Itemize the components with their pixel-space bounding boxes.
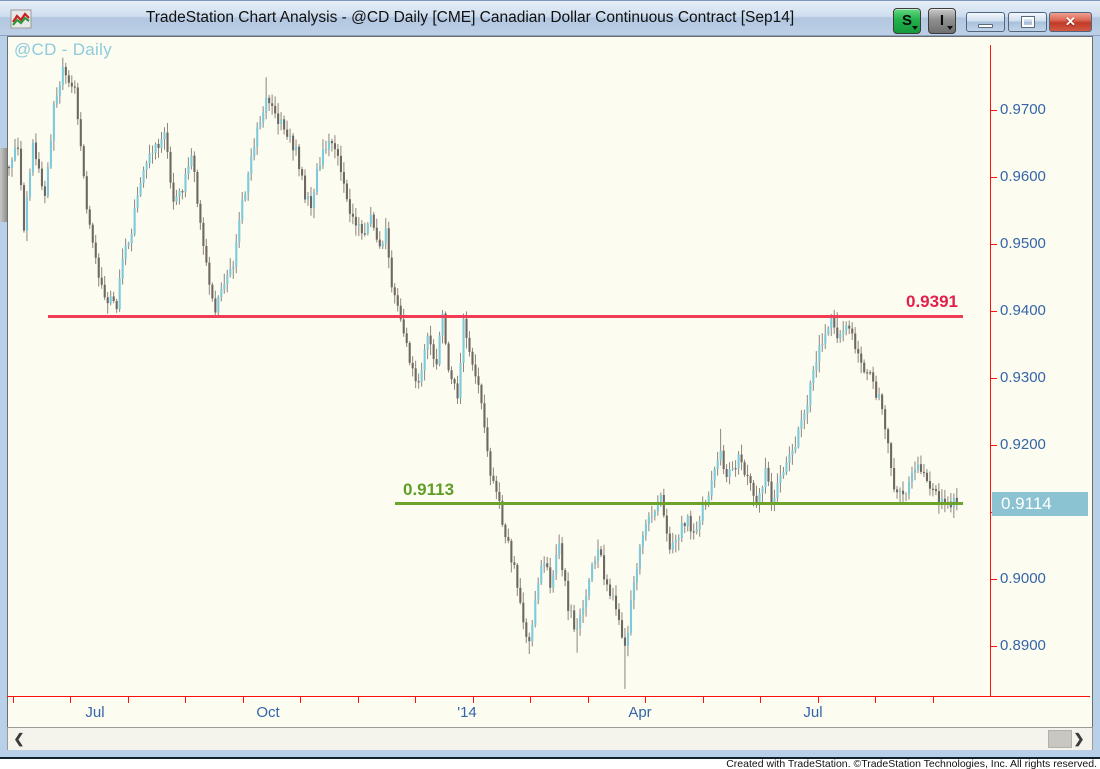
time-tick [645, 697, 646, 703]
price-tick-label: 0.9400 [1000, 302, 1046, 319]
price-tick [991, 311, 997, 312]
time-tick [933, 697, 934, 703]
time-tick [185, 697, 186, 703]
time-tick [703, 697, 704, 703]
time-tick [818, 697, 819, 703]
scrollbar-thumb[interactable] [1048, 730, 1072, 748]
time-tick [300, 697, 301, 703]
time-tick [473, 697, 474, 703]
window-border-bottom [0, 750, 1100, 757]
price-tick-label: 0.9600 [1000, 168, 1046, 185]
maximize-icon [1021, 16, 1035, 28]
price-tick-label: 0.9200 [1000, 436, 1046, 453]
scroll-right-arrow-icon[interactable]: ❯ [1073, 731, 1085, 746]
time-axis-line[interactable] [7, 696, 1090, 697]
price-tick-label: 0.9700 [1000, 101, 1046, 118]
scroll-left-arrow-icon[interactable]: ❮ [13, 731, 25, 746]
price-tick [991, 445, 997, 446]
minimize-icon [978, 24, 993, 28]
title-bar[interactable]: TradeStation Chart Analysis - @CD Daily … [0, 0, 1100, 36]
candlestick-series [8, 57, 958, 689]
price-tick-label: 0.8900 [1000, 637, 1046, 654]
time-tick [530, 697, 531, 703]
symbol-label: @CD - Daily [14, 40, 113, 59]
time-tick [128, 697, 129, 703]
support-trendline[interactable] [395, 502, 963, 505]
time-tick [875, 697, 876, 703]
separator-line [0, 757, 1100, 759]
window-border-right [1093, 36, 1100, 756]
time-tick-label: '14 [457, 704, 477, 721]
last-price-badge: 0.9114 [992, 492, 1088, 516]
close-icon: ✕ [1065, 14, 1076, 29]
maximize-button[interactable] [1008, 12, 1047, 32]
window-border-notch [0, 148, 7, 222]
chart-panel[interactable] [7, 36, 1093, 727]
close-button[interactable]: ✕ [1049, 12, 1092, 32]
price-tick [991, 244, 997, 245]
time-tick [70, 697, 71, 703]
price-tick-label: 0.9300 [1000, 369, 1046, 386]
price-tick-label: 0.9000 [1000, 570, 1046, 587]
price-axis-line[interactable] [990, 45, 991, 697]
time-tick [358, 697, 359, 703]
price-tick [991, 177, 997, 178]
interval-button-label: I [939, 12, 945, 29]
time-tick [588, 697, 589, 703]
price-tick-label: 0.9500 [1000, 235, 1046, 252]
resistance-price-label: 0.9391 [906, 292, 958, 311]
style-button[interactable]: S [893, 8, 921, 34]
window-title: TradeStation Chart Analysis - @CD Daily … [145, 9, 795, 26]
chevron-down-icon [912, 26, 918, 30]
time-tick [415, 697, 416, 703]
support-price-label: 0.9113 [403, 480, 455, 499]
price-tick [991, 646, 997, 647]
time-tick [13, 697, 14, 703]
window-border-left [0, 36, 7, 756]
minimize-button[interactable] [966, 12, 1005, 32]
credit-text: Created with TradeStation. ©TradeStation… [0, 759, 1100, 769]
time-tick-label: Oct [256, 704, 280, 721]
time-tick [760, 697, 761, 703]
style-button-label: S [901, 12, 912, 29]
chevron-down-icon [947, 26, 953, 30]
interval-button[interactable]: I [928, 8, 956, 34]
horizontal-scrollbar[interactable]: ❮ ❯ [7, 727, 1093, 750]
time-tick-label: Jul [803, 704, 823, 721]
time-tick-label: Jul [85, 704, 105, 721]
chart-app-icon [10, 9, 32, 29]
resistance-trendline[interactable] [48, 315, 963, 318]
price-tick [991, 110, 997, 111]
time-tick [243, 697, 244, 703]
price-tick [991, 579, 997, 580]
price-tick [991, 378, 997, 379]
time-tick-label: Apr [628, 704, 652, 721]
